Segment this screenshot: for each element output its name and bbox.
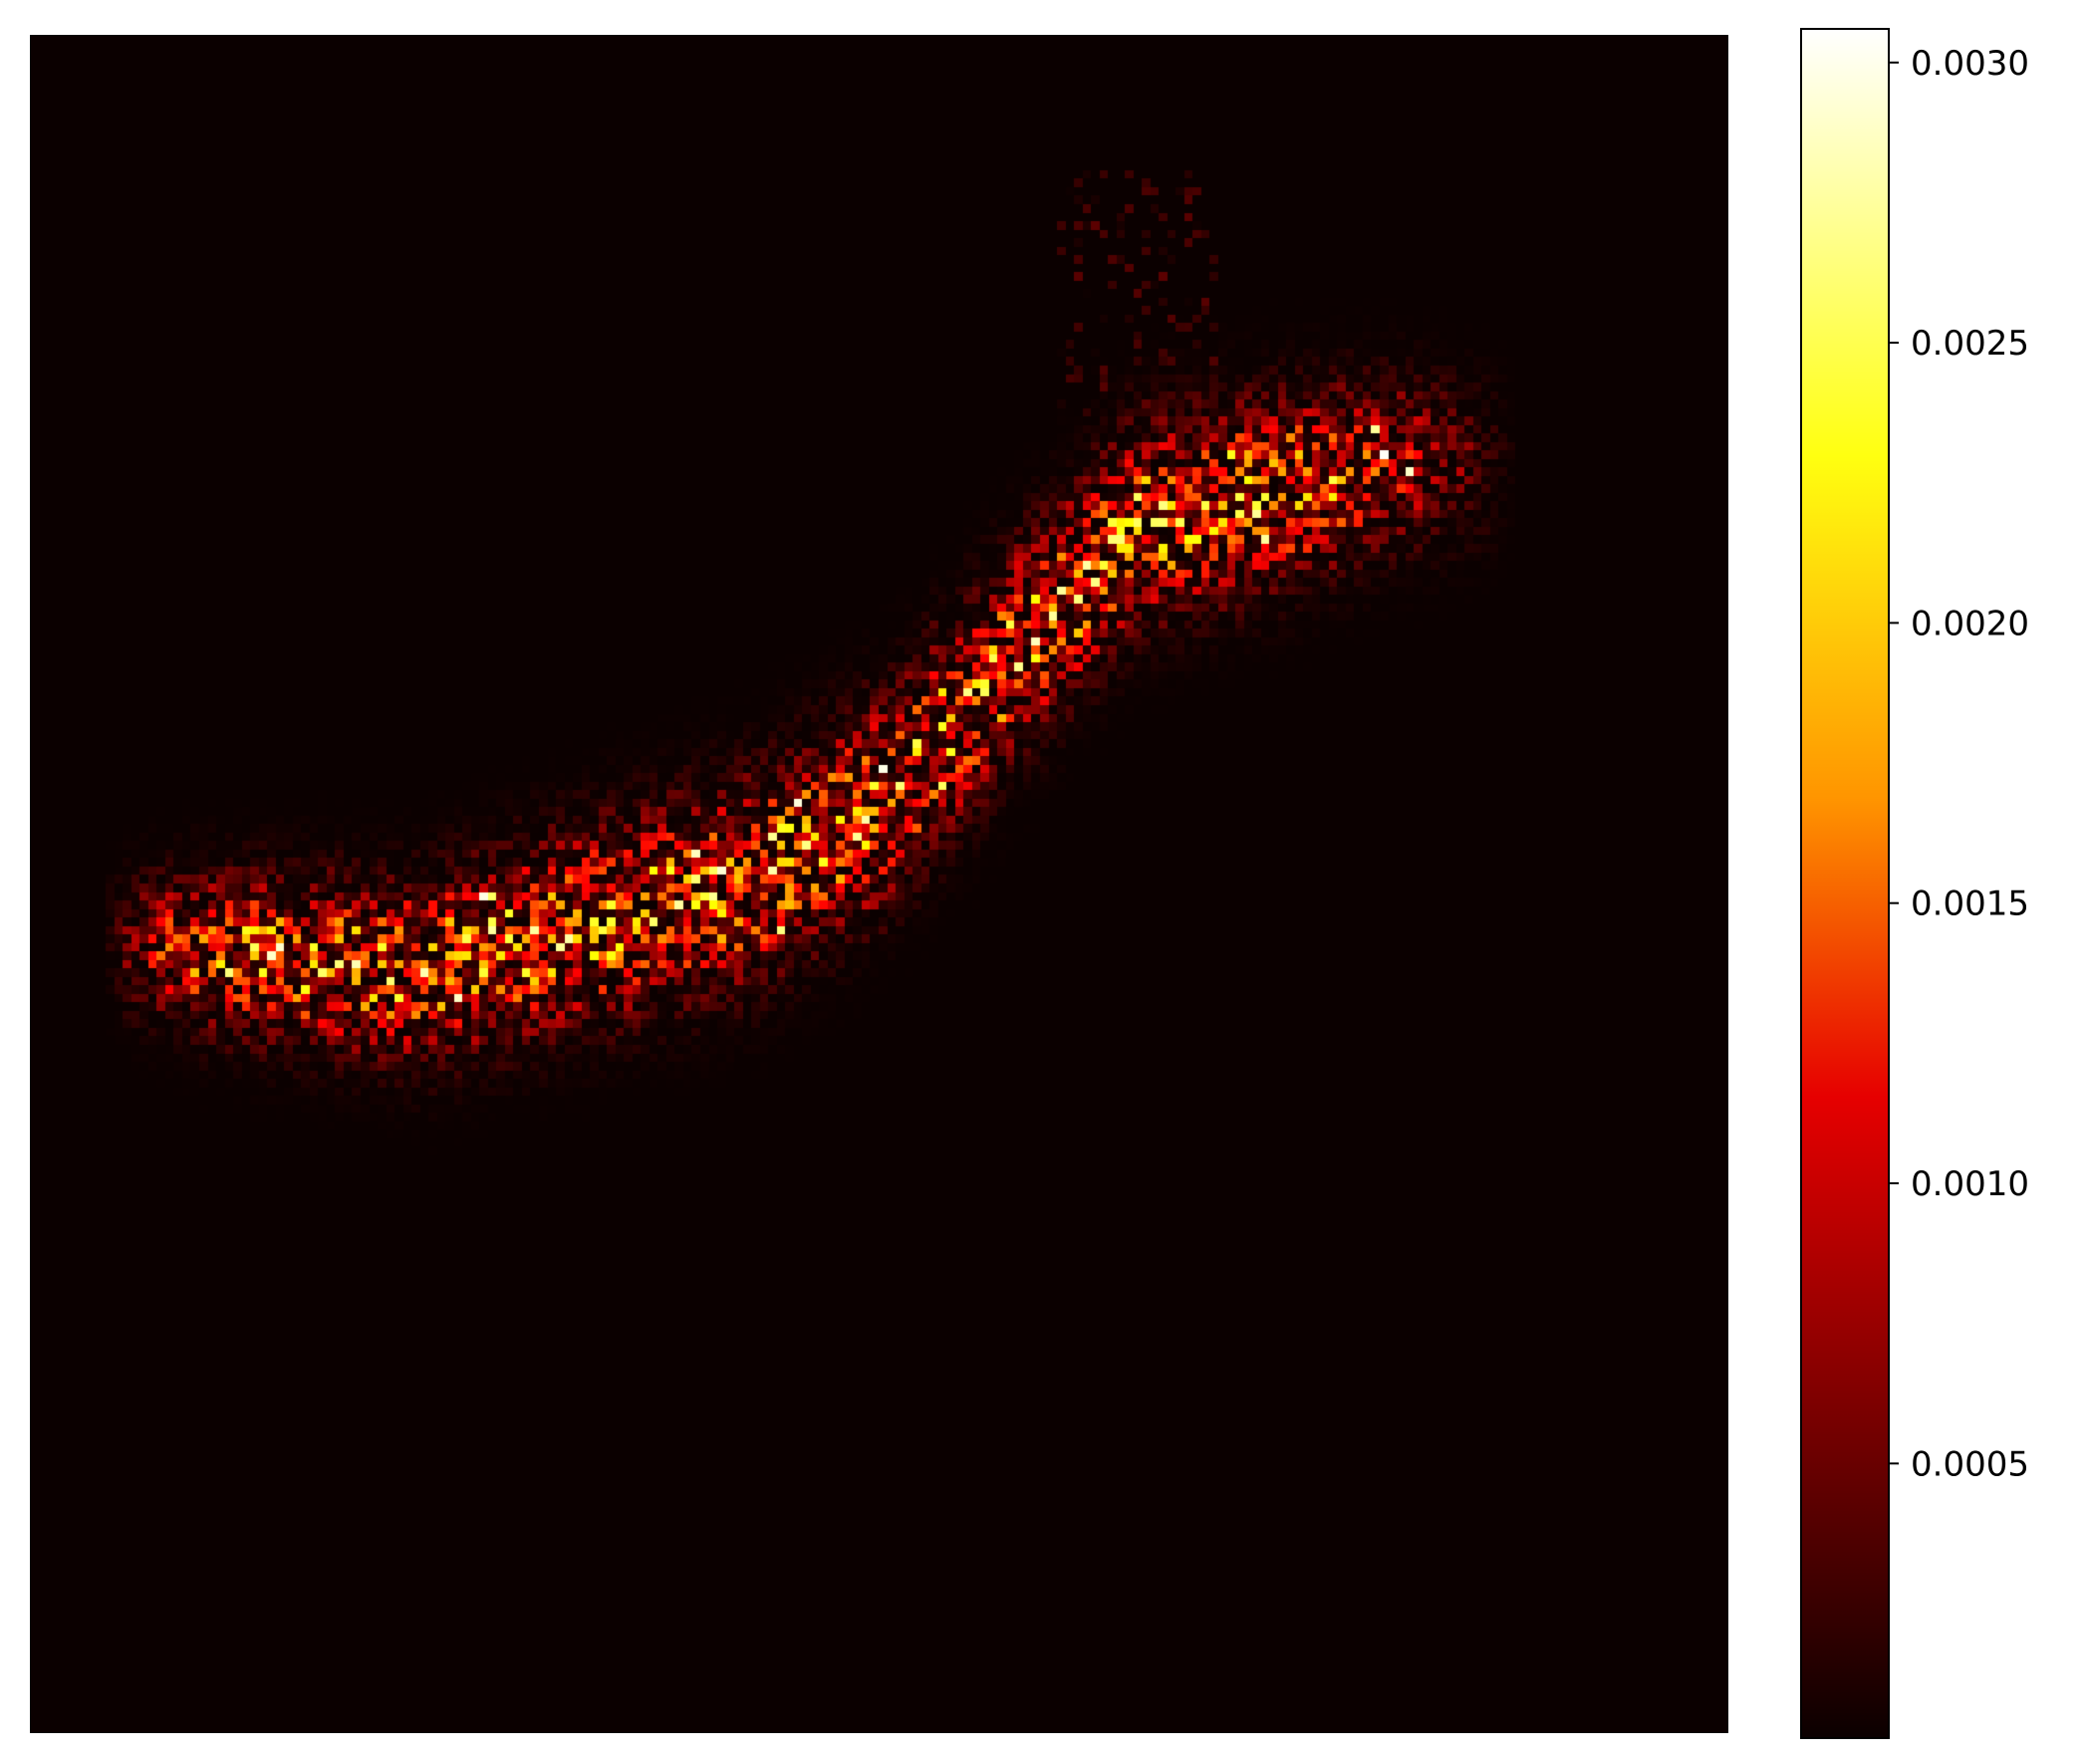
colorbar-gradient — [1800, 28, 1890, 1739]
colorbar-ticks: 0.0005 0.0010 0.0015 0.0020 0.0025 0.0030 — [1889, 44, 2029, 1484]
colorbar: 0.0005 0.0010 0.0015 0.0020 0.0025 0.0030 — [1800, 28, 2029, 1739]
colorbar-tick-label: 0.0025 — [1911, 324, 2029, 364]
colorbar-tick-label: 0.0005 — [1911, 1444, 2029, 1484]
colorbar-tick-label: 0.0020 — [1911, 604, 2029, 643]
colorbar-tick-label: 0.0010 — [1911, 1164, 2029, 1204]
colorbar-tick-label: 0.0030 — [1911, 44, 2029, 84]
heatmap-plot — [30, 35, 1728, 1733]
colorbar-tick-label: 0.0015 — [1911, 884, 2029, 924]
